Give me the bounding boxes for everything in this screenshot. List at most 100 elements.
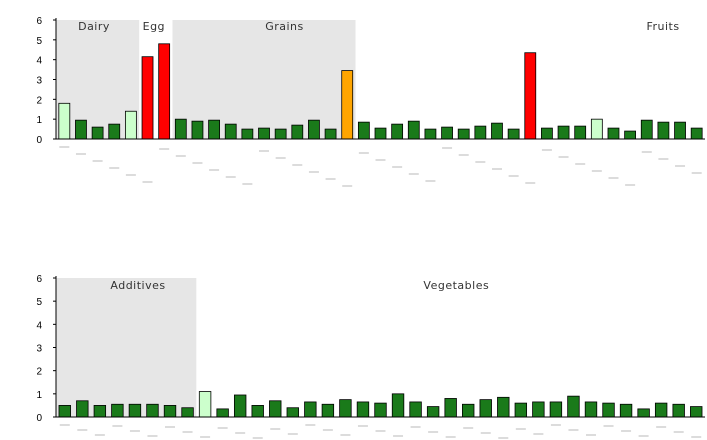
- y-tick-label: 1: [36, 115, 42, 126]
- bar: [590, 118, 603, 140]
- bar: [58, 102, 71, 140]
- bar: [124, 110, 137, 140]
- bar: [224, 123, 237, 140]
- bar: [181, 407, 194, 418]
- bar: [462, 403, 475, 418]
- bar: [424, 128, 437, 140]
- bar: [584, 401, 598, 418]
- bar: [457, 128, 470, 140]
- y-tick-label: 3: [36, 344, 42, 355]
- bar: [291, 124, 304, 140]
- bar: [607, 127, 620, 140]
- bar: [308, 119, 320, 140]
- y-tick-label: 4: [36, 320, 42, 331]
- bar: [541, 127, 553, 140]
- group-label-fruits: Fruits: [646, 20, 679, 33]
- bar: [128, 403, 142, 418]
- bar: [163, 405, 177, 418]
- chart-top-panel: Dairy Egg Grains Fruits 0 1 2 3 4 5 6: [36, 16, 705, 187]
- y-tick-label: 6: [36, 274, 42, 285]
- bar: [624, 130, 637, 140]
- y-tick-label: 2: [36, 95, 42, 106]
- bar: [304, 401, 317, 418]
- bar: [158, 43, 171, 140]
- bar: [654, 402, 668, 418]
- bar: [274, 128, 287, 140]
- group-band-grains: [172, 20, 356, 139]
- bar: [674, 121, 686, 140]
- bar: [258, 127, 270, 140]
- bar: [357, 121, 370, 140]
- bar: [690, 127, 703, 140]
- y-tick-label: 2: [36, 367, 42, 378]
- y-tick-label: 6: [36, 16, 42, 27]
- y-tick-label: 5: [36, 36, 42, 47]
- bar: [216, 408, 229, 418]
- y-tick-label: 4: [36, 56, 42, 67]
- group-label-egg: Egg: [143, 20, 165, 33]
- bar: [141, 56, 154, 140]
- group-label-vegetables: Vegetables: [423, 279, 489, 292]
- bar: [672, 403, 685, 418]
- bar: [391, 123, 404, 140]
- bar: [341, 70, 354, 140]
- bar: [507, 128, 520, 140]
- bar: [444, 398, 457, 418]
- bar: [286, 407, 299, 418]
- y-tick-label: 5: [36, 297, 42, 308]
- bar: [640, 119, 653, 140]
- bar: [75, 119, 87, 140]
- y-tick-label: 0: [36, 135, 42, 146]
- group-label-additives: Additives: [110, 279, 165, 292]
- bar: [474, 125, 487, 140]
- bar: [146, 403, 159, 418]
- bar: [108, 123, 121, 140]
- bar: [619, 403, 633, 418]
- bar: [524, 52, 537, 140]
- group-band-additives: [56, 278, 197, 417]
- bar: [233, 394, 247, 418]
- bar: [198, 391, 212, 418]
- group-label-dairy: Dairy: [78, 20, 110, 33]
- bar: [491, 122, 503, 140]
- bar: [208, 119, 220, 140]
- bar: [657, 121, 670, 140]
- bar: [374, 127, 387, 140]
- bar: [58, 405, 71, 418]
- bar: [374, 402, 387, 418]
- bar: [409, 401, 422, 418]
- bar: [426, 406, 440, 418]
- bar: [637, 408, 650, 418]
- bar: [93, 405, 107, 418]
- bar: [174, 118, 187, 140]
- bar: [269, 400, 282, 418]
- y-tick-label: 0: [36, 413, 42, 424]
- bar: [76, 400, 89, 418]
- bar: [602, 402, 615, 418]
- bar: [191, 120, 204, 140]
- bar: [574, 125, 587, 140]
- bar: [557, 125, 570, 140]
- chart-bottom-panel: Additives Vegetables 0 1 2 3 4 5 6: [36, 274, 705, 439]
- bar: [339, 399, 352, 418]
- bar: [567, 395, 580, 418]
- bar: [549, 401, 563, 418]
- bar: [391, 393, 405, 418]
- bar: [441, 126, 453, 140]
- bar: [324, 128, 337, 140]
- bar: [111, 403, 124, 418]
- bar: [321, 403, 335, 418]
- bar: [241, 128, 254, 140]
- y-tick-label: 3: [36, 76, 42, 87]
- bar: [251, 405, 264, 418]
- bar: [91, 126, 104, 140]
- bar: [690, 406, 703, 418]
- group-label-grains: Grains: [265, 20, 304, 33]
- bar: [532, 401, 545, 418]
- bar: [407, 120, 420, 140]
- bar: [356, 401, 370, 418]
- y-tick-label: 1: [36, 390, 42, 401]
- bar: [479, 399, 492, 418]
- bar: [514, 402, 528, 418]
